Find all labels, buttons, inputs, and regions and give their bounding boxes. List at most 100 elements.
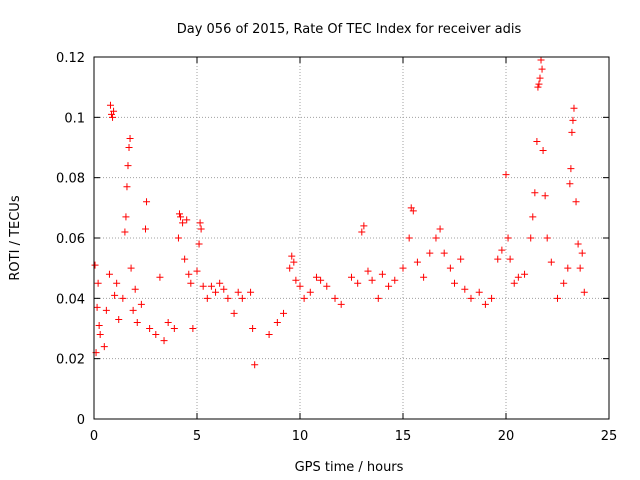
data-point <box>494 255 502 263</box>
y-tick-label: 0.02 <box>56 353 85 368</box>
data-point <box>174 234 182 242</box>
data-point <box>193 267 201 275</box>
data-point <box>160 337 168 345</box>
data-point <box>102 306 110 314</box>
data-point <box>265 331 273 339</box>
data-point <box>197 225 205 233</box>
data-point <box>364 267 372 275</box>
data-point <box>115 315 123 323</box>
data-point <box>457 255 465 263</box>
data-point <box>146 325 154 332</box>
data-point <box>312 273 320 281</box>
data-point <box>568 128 576 136</box>
data-point <box>543 234 551 242</box>
data-point <box>105 270 113 278</box>
data-point <box>273 318 281 326</box>
data-point <box>288 252 296 260</box>
data-point <box>247 288 255 296</box>
data-point <box>531 189 539 197</box>
data-point <box>331 294 339 302</box>
data-point <box>502 171 510 179</box>
data-point <box>436 225 444 233</box>
y-tick-label: 0.08 <box>56 172 85 187</box>
data-point <box>177 213 185 221</box>
data-point <box>109 113 117 121</box>
data-point <box>521 270 529 278</box>
data-point <box>122 213 130 221</box>
data-point <box>220 285 228 293</box>
data-point <box>224 294 232 302</box>
data-point <box>199 282 207 290</box>
data-point <box>576 264 584 272</box>
data-point <box>181 255 189 263</box>
data-point <box>91 261 99 269</box>
data-point <box>578 249 586 257</box>
data-point <box>527 234 535 242</box>
chart-title: Day 056 of 2015, Rate Of TEC Index for r… <box>177 22 522 37</box>
y-tick-label: 0.06 <box>56 232 85 247</box>
data-point <box>317 276 325 284</box>
data-point <box>534 83 542 91</box>
data-point <box>106 101 114 109</box>
data-point <box>337 300 345 308</box>
x-tick-label: 0 <box>90 429 98 444</box>
x-axis-label: GPS time / hours <box>295 460 404 475</box>
data-point <box>420 273 428 281</box>
x-tick-label: 10 <box>292 429 309 444</box>
data-point <box>560 279 568 287</box>
data-point <box>440 249 448 257</box>
data-point <box>498 246 506 254</box>
data-point <box>95 321 103 329</box>
data-point <box>475 288 483 296</box>
data-point <box>399 264 407 272</box>
data-point <box>368 276 376 284</box>
data-point <box>510 279 518 287</box>
data-point <box>111 291 119 299</box>
x-tick-label: 25 <box>601 429 618 444</box>
data-point <box>110 107 118 115</box>
data-point <box>123 183 131 191</box>
data-point <box>113 279 121 287</box>
data-point <box>143 198 151 206</box>
data-point <box>124 162 132 170</box>
data-point <box>547 258 555 266</box>
data-point <box>405 234 413 242</box>
data-point <box>504 234 512 242</box>
data-point <box>554 294 561 302</box>
data-point <box>572 198 580 206</box>
data-point <box>170 325 178 332</box>
data-point <box>290 258 298 266</box>
data-point <box>234 288 242 296</box>
data-point <box>131 285 139 293</box>
y-tick-label: 0.1 <box>64 111 85 126</box>
data-point <box>280 309 288 317</box>
data-point <box>196 219 204 227</box>
data-point <box>580 288 588 296</box>
data-point <box>564 264 572 272</box>
axis-ticks: 0 5 10 15 20 25 0 0.02 0.04 0.06 0.08 0.1 0.12 <box>56 51 617 444</box>
data-points <box>91 56 588 369</box>
data-point <box>409 207 417 215</box>
data-point <box>179 219 187 227</box>
data-point <box>360 222 368 230</box>
data-point <box>541 192 549 200</box>
data-point <box>137 300 145 308</box>
data-point <box>529 213 537 221</box>
data-point <box>230 309 238 317</box>
data-point <box>156 273 164 281</box>
data-point <box>126 134 134 142</box>
x-tick-label: 15 <box>395 429 412 444</box>
data-point <box>451 279 458 287</box>
data-point <box>164 318 172 326</box>
y-axis-label: ROTI / TECUs <box>8 195 23 280</box>
data-point <box>212 288 220 296</box>
data-point <box>413 258 421 266</box>
data-point <box>175 210 183 218</box>
data-point <box>378 270 386 278</box>
data-point <box>189 325 197 332</box>
data-point <box>306 288 314 296</box>
data-point <box>536 74 544 82</box>
data-point <box>142 225 149 233</box>
data-point <box>125 144 133 151</box>
